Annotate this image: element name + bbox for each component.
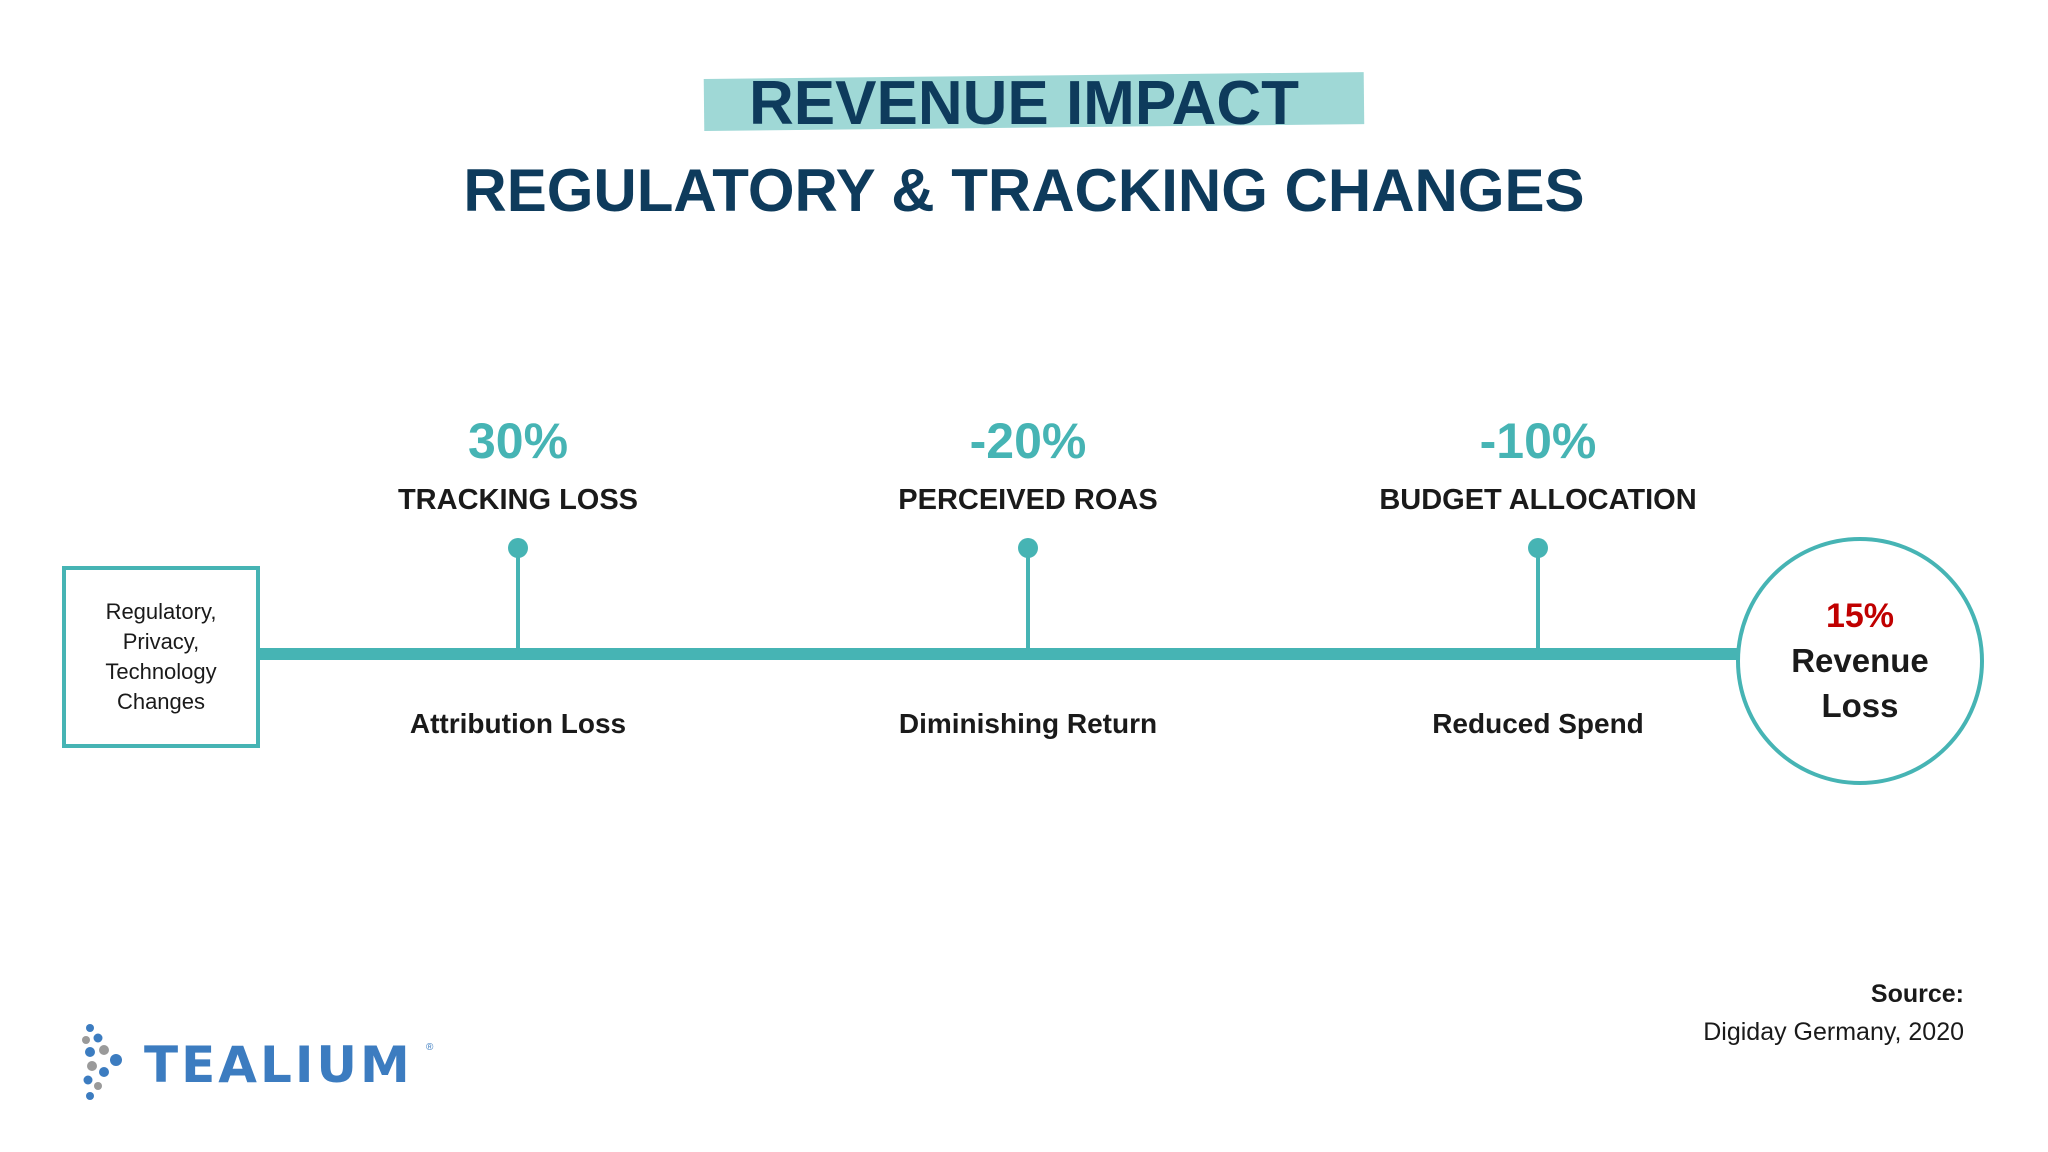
page-title: REVENUE IMPACT — [748, 69, 1299, 138]
source-text: Digiday Germany, 2020 — [1703, 1018, 1964, 1046]
stage-label: TRACKING LOSS — [397, 484, 639, 516]
stage-percent: 30% — [467, 413, 569, 469]
start-box-line: Changes — [116, 689, 206, 714]
stage-marker-stem — [516, 548, 520, 652]
stage-description: Attribution Loss — [409, 708, 627, 739]
end-label-line: Revenue — [1791, 642, 1929, 679]
end-percent: 15% — [1825, 597, 1895, 635]
stage-description: Diminishing Return — [898, 708, 1158, 739]
tealium-logo-text: TEALIUM — [144, 1036, 413, 1094]
stage-description: Reduced Spend — [1432, 708, 1644, 739]
stage-percent: -10% — [1479, 413, 1597, 469]
stage-label: BUDGET ALLOCATION — [1379, 484, 1697, 516]
start-box-line: Regulatory, — [105, 599, 217, 624]
tealium-logo-icon — [82, 1024, 122, 1100]
registered-mark: ® — [426, 1042, 434, 1053]
stage-marker-stem — [1536, 548, 1540, 652]
start-box-line: Privacy, — [122, 629, 200, 654]
stage-percent: -20% — [969, 413, 1087, 469]
start-box: Regulatory, Privacy, Technology Changes — [62, 566, 260, 748]
stage-marker-stem — [1026, 548, 1030, 652]
end-circle: 15% Revenue Loss — [1736, 537, 1984, 785]
stage-label: PERCEIVED ROAS — [898, 484, 1158, 516]
tealium-logo: TEALIUM ® — [80, 1020, 450, 1110]
start-box-line: Technology — [105, 659, 217, 684]
timeline-line — [258, 648, 1738, 660]
end-label-line: Loss — [1821, 687, 1899, 724]
page-subtitle: REGULATORY & TRACKING CHANGES — [463, 157, 1585, 224]
source-title: Source: — [1870, 980, 1964, 1008]
